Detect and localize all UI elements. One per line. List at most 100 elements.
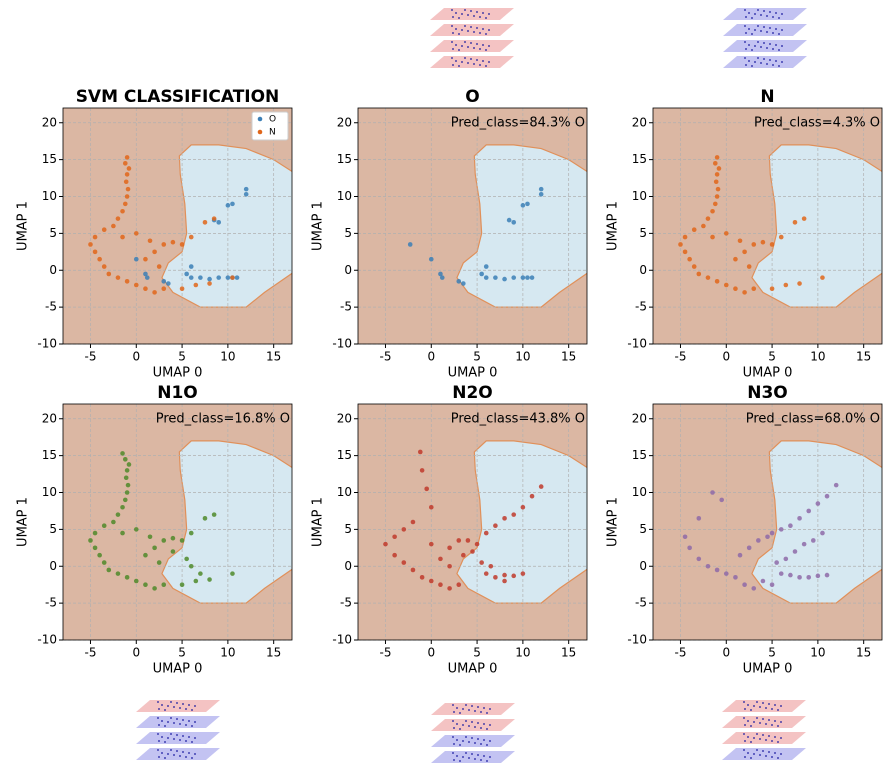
layer-dot (744, 740, 746, 742)
point (710, 235, 715, 240)
layer-dot (744, 724, 746, 726)
x-axis-label: UMAP 0 (743, 366, 793, 381)
layer-dot (769, 43, 771, 45)
layer-dot (774, 720, 776, 722)
layer-dot (772, 48, 774, 50)
x-tick-label: -5 (379, 350, 391, 364)
y-tick-label: 20 (42, 411, 57, 425)
y-tick-label: 20 (337, 411, 352, 425)
point (107, 272, 112, 277)
point (145, 275, 150, 280)
point (733, 286, 738, 291)
layer-dot (188, 704, 190, 706)
layer-dot (763, 58, 765, 60)
layer-dot (191, 741, 193, 743)
point (203, 516, 208, 521)
layer-dot (488, 29, 490, 31)
x-tick-label: 5 (473, 646, 481, 660)
point (793, 549, 798, 554)
layer-dot (759, 738, 761, 740)
point (111, 224, 116, 229)
layer-dot (765, 755, 767, 757)
layer-dot (751, 17, 753, 19)
layer-stack-icon (430, 8, 514, 68)
point (715, 155, 720, 160)
layer-dot (451, 41, 453, 43)
layer-dot (161, 752, 163, 754)
y-tick-label: 0 (344, 559, 352, 573)
point (521, 275, 526, 280)
layer-dot (191, 757, 193, 759)
layer-dot (777, 725, 779, 727)
point (226, 203, 231, 208)
point (539, 484, 544, 489)
point (447, 586, 452, 591)
layer-dot (778, 17, 780, 19)
point (816, 574, 821, 579)
point (710, 490, 715, 495)
y-tick-label: 15 (42, 152, 57, 166)
layer-dot (486, 760, 488, 762)
point (738, 553, 743, 558)
layer-dot (480, 743, 482, 745)
layer (431, 751, 515, 763)
subplot: -5051015-10-505101520N3OUMAP 0UMAP 1Pred… (606, 383, 883, 677)
point (189, 264, 194, 269)
layer-dot (480, 759, 482, 761)
layer-dot (157, 701, 159, 703)
point (194, 283, 199, 288)
point (484, 571, 489, 576)
point (198, 571, 203, 576)
point (216, 275, 221, 280)
point (511, 512, 516, 517)
point (124, 475, 129, 480)
layer-dot (158, 724, 160, 726)
point (152, 250, 157, 255)
layer-dot (473, 63, 475, 65)
layer-dot (780, 753, 782, 755)
point (438, 557, 443, 562)
layer-dot (473, 15, 475, 17)
layer-dot (750, 709, 752, 711)
point (770, 286, 775, 291)
x-axis-label: UMAP 0 (153, 366, 203, 381)
layer-dot (470, 58, 472, 60)
layer-dot (167, 753, 169, 755)
layer-dot (745, 48, 747, 50)
y-tick-label: 5 (344, 226, 352, 240)
layer-dot (747, 704, 749, 706)
point (489, 564, 494, 569)
x-tick-label: 0 (427, 646, 435, 660)
point (152, 586, 157, 591)
point (784, 557, 789, 562)
layer (723, 40, 807, 52)
layer-dot (743, 749, 745, 751)
layer-dot (170, 733, 172, 735)
layer-dot (471, 721, 473, 723)
x-tick-label: 5 (768, 350, 776, 364)
point (143, 286, 148, 291)
point (194, 579, 199, 584)
layer-dot (464, 41, 466, 43)
y-tick-label: 20 (632, 115, 647, 129)
x-tick-label: 5 (473, 350, 481, 364)
layer-dot (179, 739, 181, 741)
point (157, 560, 162, 565)
layer-dot (185, 740, 187, 742)
point (784, 283, 789, 288)
point (93, 250, 98, 255)
point (408, 242, 413, 247)
y-tick-label: 5 (639, 522, 647, 536)
point (683, 250, 688, 255)
point (180, 538, 185, 543)
layer-dot (756, 733, 758, 735)
layer-dot (768, 719, 770, 721)
layer-dot (170, 749, 172, 751)
point (802, 216, 807, 221)
layer (722, 748, 806, 760)
layer-dot (468, 709, 470, 711)
point (697, 272, 702, 277)
x-tick-label: 10 (515, 350, 530, 364)
layer (430, 8, 514, 20)
layer-dot (753, 705, 755, 707)
